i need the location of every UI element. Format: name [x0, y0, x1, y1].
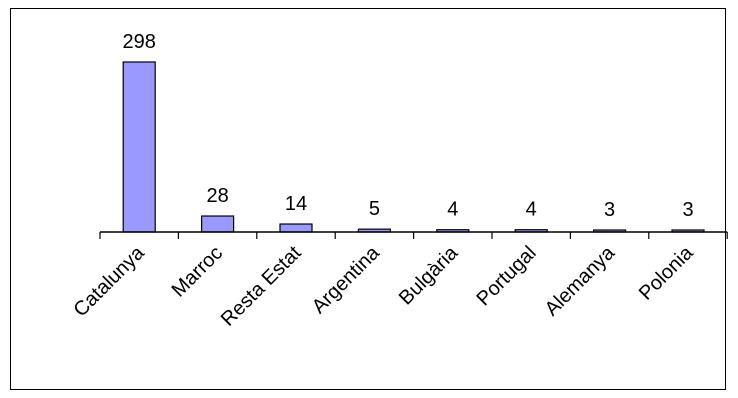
bar: [279, 223, 313, 233]
data-label: 298: [123, 31, 156, 53]
category-label: Polonia: [635, 241, 698, 304]
data-label: 4: [447, 199, 458, 221]
category-label: Alemanya: [541, 241, 620, 320]
bars-layer: [122, 61, 705, 233]
x-axis: [99, 231, 728, 239]
category-label: Argentina: [308, 241, 385, 318]
data-label: 14: [285, 193, 307, 215]
category-label: Catalunya: [69, 241, 149, 321]
category-label: Resta Estat: [217, 242, 306, 331]
data-label: 28: [206, 185, 228, 207]
category-label: Bulgària: [395, 241, 463, 309]
category-label: Portugal: [472, 242, 540, 310]
data-label: 5: [369, 198, 380, 220]
bar: [122, 61, 156, 233]
data-label: 3: [682, 199, 693, 221]
data-labels: 298 28 14 5 4 4 3 3: [123, 31, 694, 221]
category-label: Marroc: [168, 242, 228, 302]
data-label: 4: [526, 199, 537, 221]
bar: [201, 215, 235, 233]
data-label: 3: [604, 199, 615, 221]
